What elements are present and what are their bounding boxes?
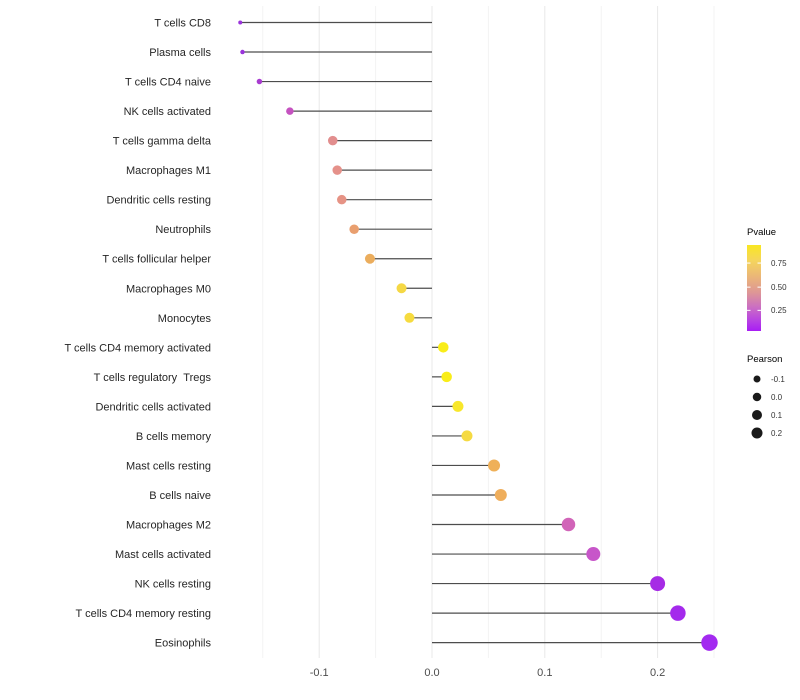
data-point	[349, 224, 359, 234]
data-point	[438, 342, 449, 353]
data-point	[404, 312, 415, 323]
x-tick-label: 0.2	[650, 667, 665, 679]
y-axis-label: NK cells resting	[135, 579, 211, 591]
y-axis-label: Dendritic cells activated	[95, 401, 211, 413]
data-point	[452, 400, 464, 412]
y-axis-label: T cells CD4 memory resting	[76, 608, 212, 620]
pearson-size-dot	[752, 410, 762, 420]
data-point	[650, 576, 666, 592]
pvalue-tick-label: 0.50	[771, 283, 787, 292]
pvalue-tick-label: 0.25	[771, 306, 787, 315]
data-point	[327, 135, 338, 146]
y-axis-label: NK cells activated	[124, 106, 211, 118]
data-point	[488, 459, 501, 472]
data-point	[494, 488, 507, 501]
pearson-size-label: 0.0	[771, 393, 783, 402]
y-axis-label: Macrophages M1	[126, 165, 211, 177]
pearson-size-label: 0.1	[771, 411, 783, 420]
y-axis-label: T cells follicular helper	[102, 254, 211, 266]
data-point	[670, 605, 686, 621]
y-axis-label: B cells memory	[136, 431, 212, 443]
x-tick-label: -0.1	[310, 667, 329, 679]
y-axis-label: Plasma cells	[149, 47, 211, 59]
data-point	[701, 634, 718, 651]
data-point	[240, 49, 245, 55]
y-axis-label: Macrophages M2	[126, 520, 211, 532]
pvalue-colorbar	[747, 245, 761, 331]
x-tick-label: 0.0	[424, 667, 439, 679]
data-point	[332, 165, 342, 175]
y-axis-label: Macrophages M0	[126, 283, 211, 295]
pearson-size-label: 0.2	[771, 429, 783, 438]
y-axis-label: T cells gamma delta	[113, 136, 212, 148]
data-point	[396, 283, 407, 294]
data-point	[441, 371, 452, 383]
data-point	[586, 547, 601, 562]
y-axis-label: Mast cells activated	[115, 549, 211, 561]
data-point	[238, 20, 243, 25]
x-tick-label: 0.1	[537, 667, 552, 679]
y-axis-label: Monocytes	[158, 313, 212, 325]
y-axis-label: T cells CD8	[154, 18, 211, 30]
pearson-size-dot	[752, 392, 762, 402]
y-axis-label: Neutrophils	[155, 224, 211, 236]
data-point	[461, 430, 473, 442]
data-point	[364, 253, 375, 264]
data-point	[286, 107, 294, 115]
pvalue-legend-title: Pvalue	[747, 227, 776, 238]
y-axis-label: Mast cells resting	[126, 460, 211, 472]
y-axis-label: T cells CD4 memory activated	[64, 342, 211, 354]
y-axis-label: Dendritic cells resting	[106, 195, 211, 207]
y-axis-label: Eosinophils	[155, 638, 212, 650]
data-point	[561, 517, 576, 532]
y-axis-label: T cells CD4 naive	[125, 77, 211, 89]
pearson-legend-title: Pearson	[747, 354, 782, 365]
data-point	[256, 78, 263, 85]
pearson-size-dot	[751, 427, 763, 439]
pvalue-tick-label: 0.75	[771, 259, 787, 268]
pearson-size-dot	[753, 375, 761, 383]
y-axis-label: B cells naive	[149, 490, 211, 502]
pearson-size-label: -0.1	[771, 375, 785, 384]
data-point	[337, 194, 347, 205]
y-axis-label: T cells regulatory Tregs	[94, 372, 212, 384]
